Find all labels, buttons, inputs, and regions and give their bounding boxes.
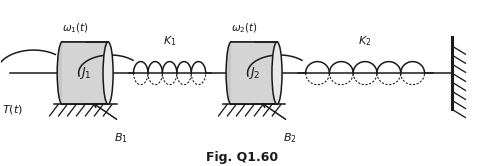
Ellipse shape — [226, 42, 236, 104]
Bar — [231, 42, 254, 104]
Text: $\omega_2(t)$: $\omega_2(t)$ — [231, 22, 258, 35]
Bar — [62, 42, 85, 104]
Text: $T(t)$: $T(t)$ — [2, 103, 23, 116]
Text: $K_1$: $K_1$ — [163, 35, 176, 48]
Text: $\omega_1(t)$: $\omega_1(t)$ — [62, 22, 89, 35]
Text: $B_2$: $B_2$ — [283, 131, 297, 145]
Text: $J_2$: $J_2$ — [248, 65, 260, 81]
Bar — [231, 42, 277, 104]
Text: $K_2$: $K_2$ — [358, 35, 372, 48]
Ellipse shape — [272, 42, 282, 104]
Text: Fig. Q1.60: Fig. Q1.60 — [206, 151, 278, 164]
Ellipse shape — [57, 42, 67, 104]
Text: $B_1$: $B_1$ — [114, 131, 128, 145]
Ellipse shape — [103, 42, 113, 104]
Bar — [62, 42, 108, 104]
Text: $J_1$: $J_1$ — [79, 65, 91, 81]
